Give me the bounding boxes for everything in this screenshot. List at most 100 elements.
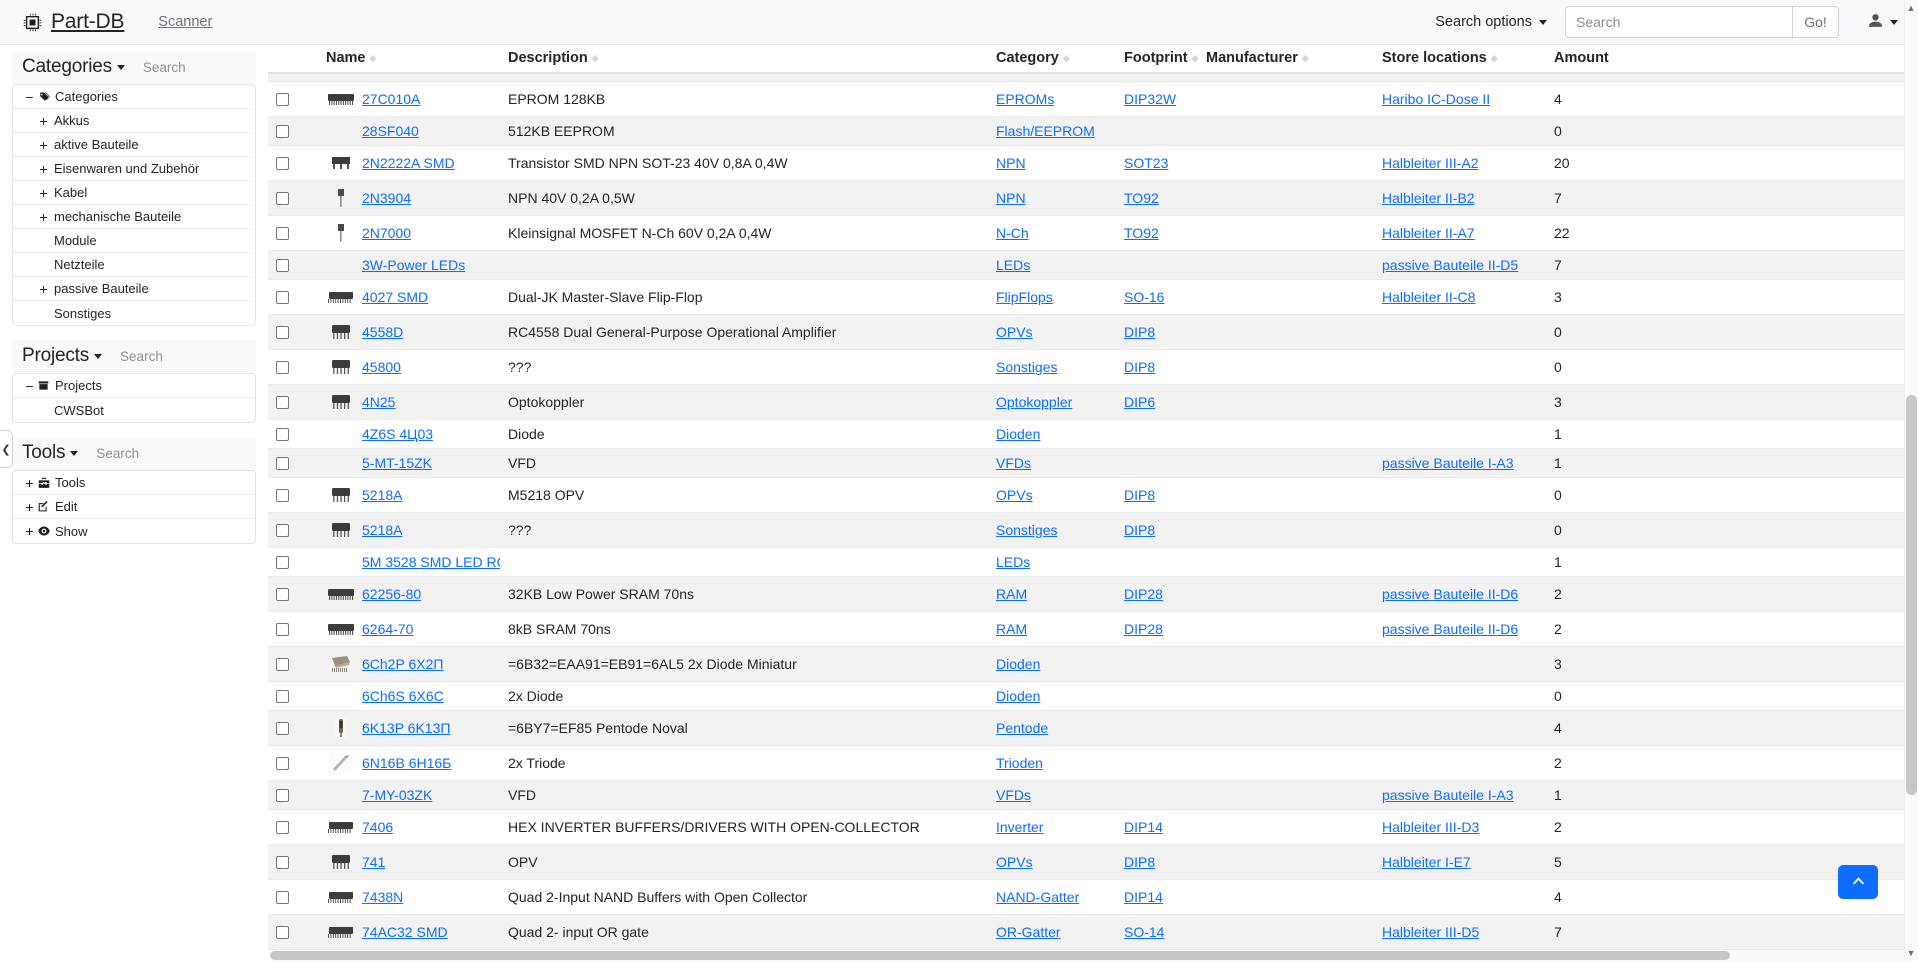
expand-toggle-icon[interactable]: + [25, 498, 34, 515]
store-location-link[interactable]: passive Bauteile I-A3 [1382, 454, 1514, 471]
row-checkbox[interactable] [276, 891, 289, 905]
category-link[interactable]: Dioden [996, 425, 1041, 442]
sort-icon[interactable]: ◆ [1490, 52, 1498, 63]
footprint-link[interactable]: SO-14 [1124, 923, 1165, 940]
category-link[interactable]: NPN [996, 189, 1026, 206]
row-select-cell[interactable] [268, 349, 318, 385]
tree-item-categories[interactable]: − Categories [13, 85, 255, 109]
table-row[interactable]: 4N25 Optokoppler Optokoppler DIP6 3 [268, 384, 1918, 420]
triangle-up-icon[interactable]: ▲ [1906, 3, 1916, 13]
part-name-link[interactable]: 2N7000 [362, 224, 412, 241]
category-link[interactable]: NAND-Gatter [996, 888, 1080, 905]
row-checkbox[interactable] [276, 623, 289, 637]
store-location-link[interactable]: Halbleiter II-A7 [1382, 224, 1475, 241]
table-row[interactable]: 6Ch2P 6X2П =6B32=EAA91=EB91=6AL5 2x Diode… [268, 646, 1918, 682]
row-checkbox[interactable] [276, 757, 289, 771]
part-name-link[interactable]: 6Ch6S 6X6C [362, 687, 444, 704]
row-checkbox[interactable] [276, 326, 289, 340]
row-select-cell[interactable] [268, 611, 318, 647]
category-link[interactable]: Dioden [996, 687, 1041, 704]
row-checkbox[interactable] [276, 690, 289, 704]
expand-toggle-icon[interactable]: + [39, 112, 48, 129]
row-checkbox[interactable] [276, 157, 289, 171]
category-link[interactable]: NPN [996, 154, 1026, 171]
panel-title-categories[interactable]: Categories [22, 56, 125, 78]
part-name-link[interactable]: 4N25 [362, 393, 396, 410]
category-link[interactable]: LEDs [996, 256, 1031, 273]
category-link[interactable]: Flash/EEPROM [996, 122, 1095, 139]
row-select-cell[interactable] [268, 279, 318, 315]
tree-item-aktive-bauteile[interactable]: + aktive Bauteile [13, 133, 255, 157]
store-location-link[interactable]: Halbleiter III-D5 [1382, 923, 1480, 940]
part-name-link[interactable]: 3W-Power LEDs [362, 256, 466, 273]
th-store-locations[interactable]: Store locations ◆ [1374, 45, 1546, 74]
sort-icon[interactable]: ◆ [369, 52, 377, 63]
category-link[interactable]: Inverter [996, 818, 1044, 835]
triangle-down-icon[interactable]: ▼ [1906, 948, 1916, 958]
nav-item-scanner[interactable]: Scanner [158, 14, 213, 30]
th-footprint[interactable]: Footprint ◆ [1116, 45, 1199, 74]
search-go-button[interactable]: Go! [1793, 6, 1839, 38]
store-location-link[interactable]: passive Bauteile I-A3 [1382, 786, 1514, 803]
vertical-scrollbar-thumb[interactable] [1906, 395, 1917, 795]
tree-item-eisenwaren-und-zubehoer[interactable]: + Eisenwaren und Zubehör [13, 157, 255, 181]
table-row[interactable]: 27C010A EPROM 128KB EPROMs DIP32W Haribo IC-… [268, 81, 1918, 117]
row-checkbox[interactable] [276, 556, 289, 570]
tree-item-kabel[interactable]: + Kabel [13, 181, 255, 205]
expand-toggle-icon[interactable]: + [39, 160, 48, 177]
sidebar-collapse-toggle[interactable]: ❮ [0, 430, 13, 468]
panel-title-projects[interactable]: Projects [22, 345, 103, 367]
expand-toggle-icon[interactable]: + [25, 523, 34, 539]
row-select-cell[interactable] [268, 512, 318, 548]
footprint-link[interactable]: SO-16 [1124, 288, 1165, 305]
row-select-cell[interactable] [268, 145, 318, 181]
category-link[interactable]: N-Ch [996, 224, 1029, 241]
tree-item-projects[interactable]: − Projects [13, 374, 255, 398]
footprint-link[interactable]: DIP32W [1124, 90, 1177, 107]
part-name-link[interactable]: 5-MT-15ZK [362, 454, 433, 471]
row-checkbox[interactable] [276, 291, 289, 305]
tree-item-show[interactable]: + Show [13, 519, 255, 543]
th-name[interactable]: Name ◆ [318, 45, 500, 74]
category-link[interactable]: VFDs [996, 786, 1031, 803]
th-manufacturer[interactable]: Manufacturer ◆ [1198, 45, 1374, 74]
part-name-link[interactable]: 28SF040 [362, 122, 419, 139]
part-name-link[interactable]: 62256-80 [362, 585, 422, 602]
horizontal-scrollbar-thumb[interactable] [270, 951, 1730, 960]
part-name-link[interactable]: 7438N [362, 888, 404, 905]
row-select-cell[interactable] [268, 809, 318, 845]
footprint-link[interactable]: DIP8 [1124, 486, 1156, 503]
tree-item-mechanische-bauteile[interactable]: + mechanische Bauteile [13, 205, 255, 229]
row-checkbox[interactable] [276, 93, 289, 107]
row-select-cell[interactable] [268, 681, 318, 711]
footprint-link[interactable]: DIP8 [1124, 323, 1156, 340]
row-checkbox[interactable] [276, 926, 289, 940]
horizontal-scrollbar[interactable] [268, 949, 1904, 961]
row-select-cell[interactable] [268, 116, 318, 146]
collapse-toggle-icon[interactable]: − [25, 88, 34, 105]
table-row[interactable]: 5218A M5218 OPV OPVs DIP8 0 [268, 477, 1918, 513]
expand-toggle-icon[interactable]: + [39, 136, 48, 153]
sort-icon[interactable]: ◆ [1191, 52, 1199, 63]
tree-item-akkus[interactable]: + Akkus [13, 109, 255, 133]
table-row[interactable]: 45800??? Sonstiges DIP8 0 [268, 349, 1918, 385]
search-input[interactable] [1565, 6, 1793, 38]
category-link[interactable]: OR-Gatter [996, 923, 1061, 940]
category-link[interactable]: Dioden [996, 655, 1041, 672]
table-row[interactable]: 6N16B 6H16Б 2x Triode Trioden 2 [268, 745, 1918, 781]
store-location-link[interactable]: passive Bauteile II-D6 [1382, 620, 1519, 637]
part-name-link[interactable]: 6N16B 6H16Б [362, 754, 452, 771]
sort-icon[interactable]: ◆ [591, 52, 599, 63]
sort-icon[interactable]: ◆ [1301, 52, 1309, 63]
footprint-link[interactable]: DIP6 [1124, 393, 1156, 410]
category-link[interactable]: Trioden [996, 754, 1043, 771]
row-select-cell[interactable] [268, 81, 318, 117]
footprint-link[interactable]: TO92 [1124, 224, 1159, 241]
part-name-link[interactable]: 2N2222A SMD [362, 154, 455, 171]
table-row[interactable]: 7-MY-03ZK VFD VFDs passive Bauteile I-A3 1 [268, 780, 1918, 810]
category-link[interactable]: Sonstiges [996, 358, 1058, 375]
footprint-link[interactable]: DIP8 [1124, 358, 1156, 375]
part-name-link[interactable]: 4027 SMD [362, 288, 429, 305]
table-row[interactable]: 3W-Power LEDs LEDs passive Bauteile II-D5 7 [268, 250, 1918, 280]
table-row[interactable]: 5218A??? Sonstiges DIP8 0 [268, 512, 1918, 548]
